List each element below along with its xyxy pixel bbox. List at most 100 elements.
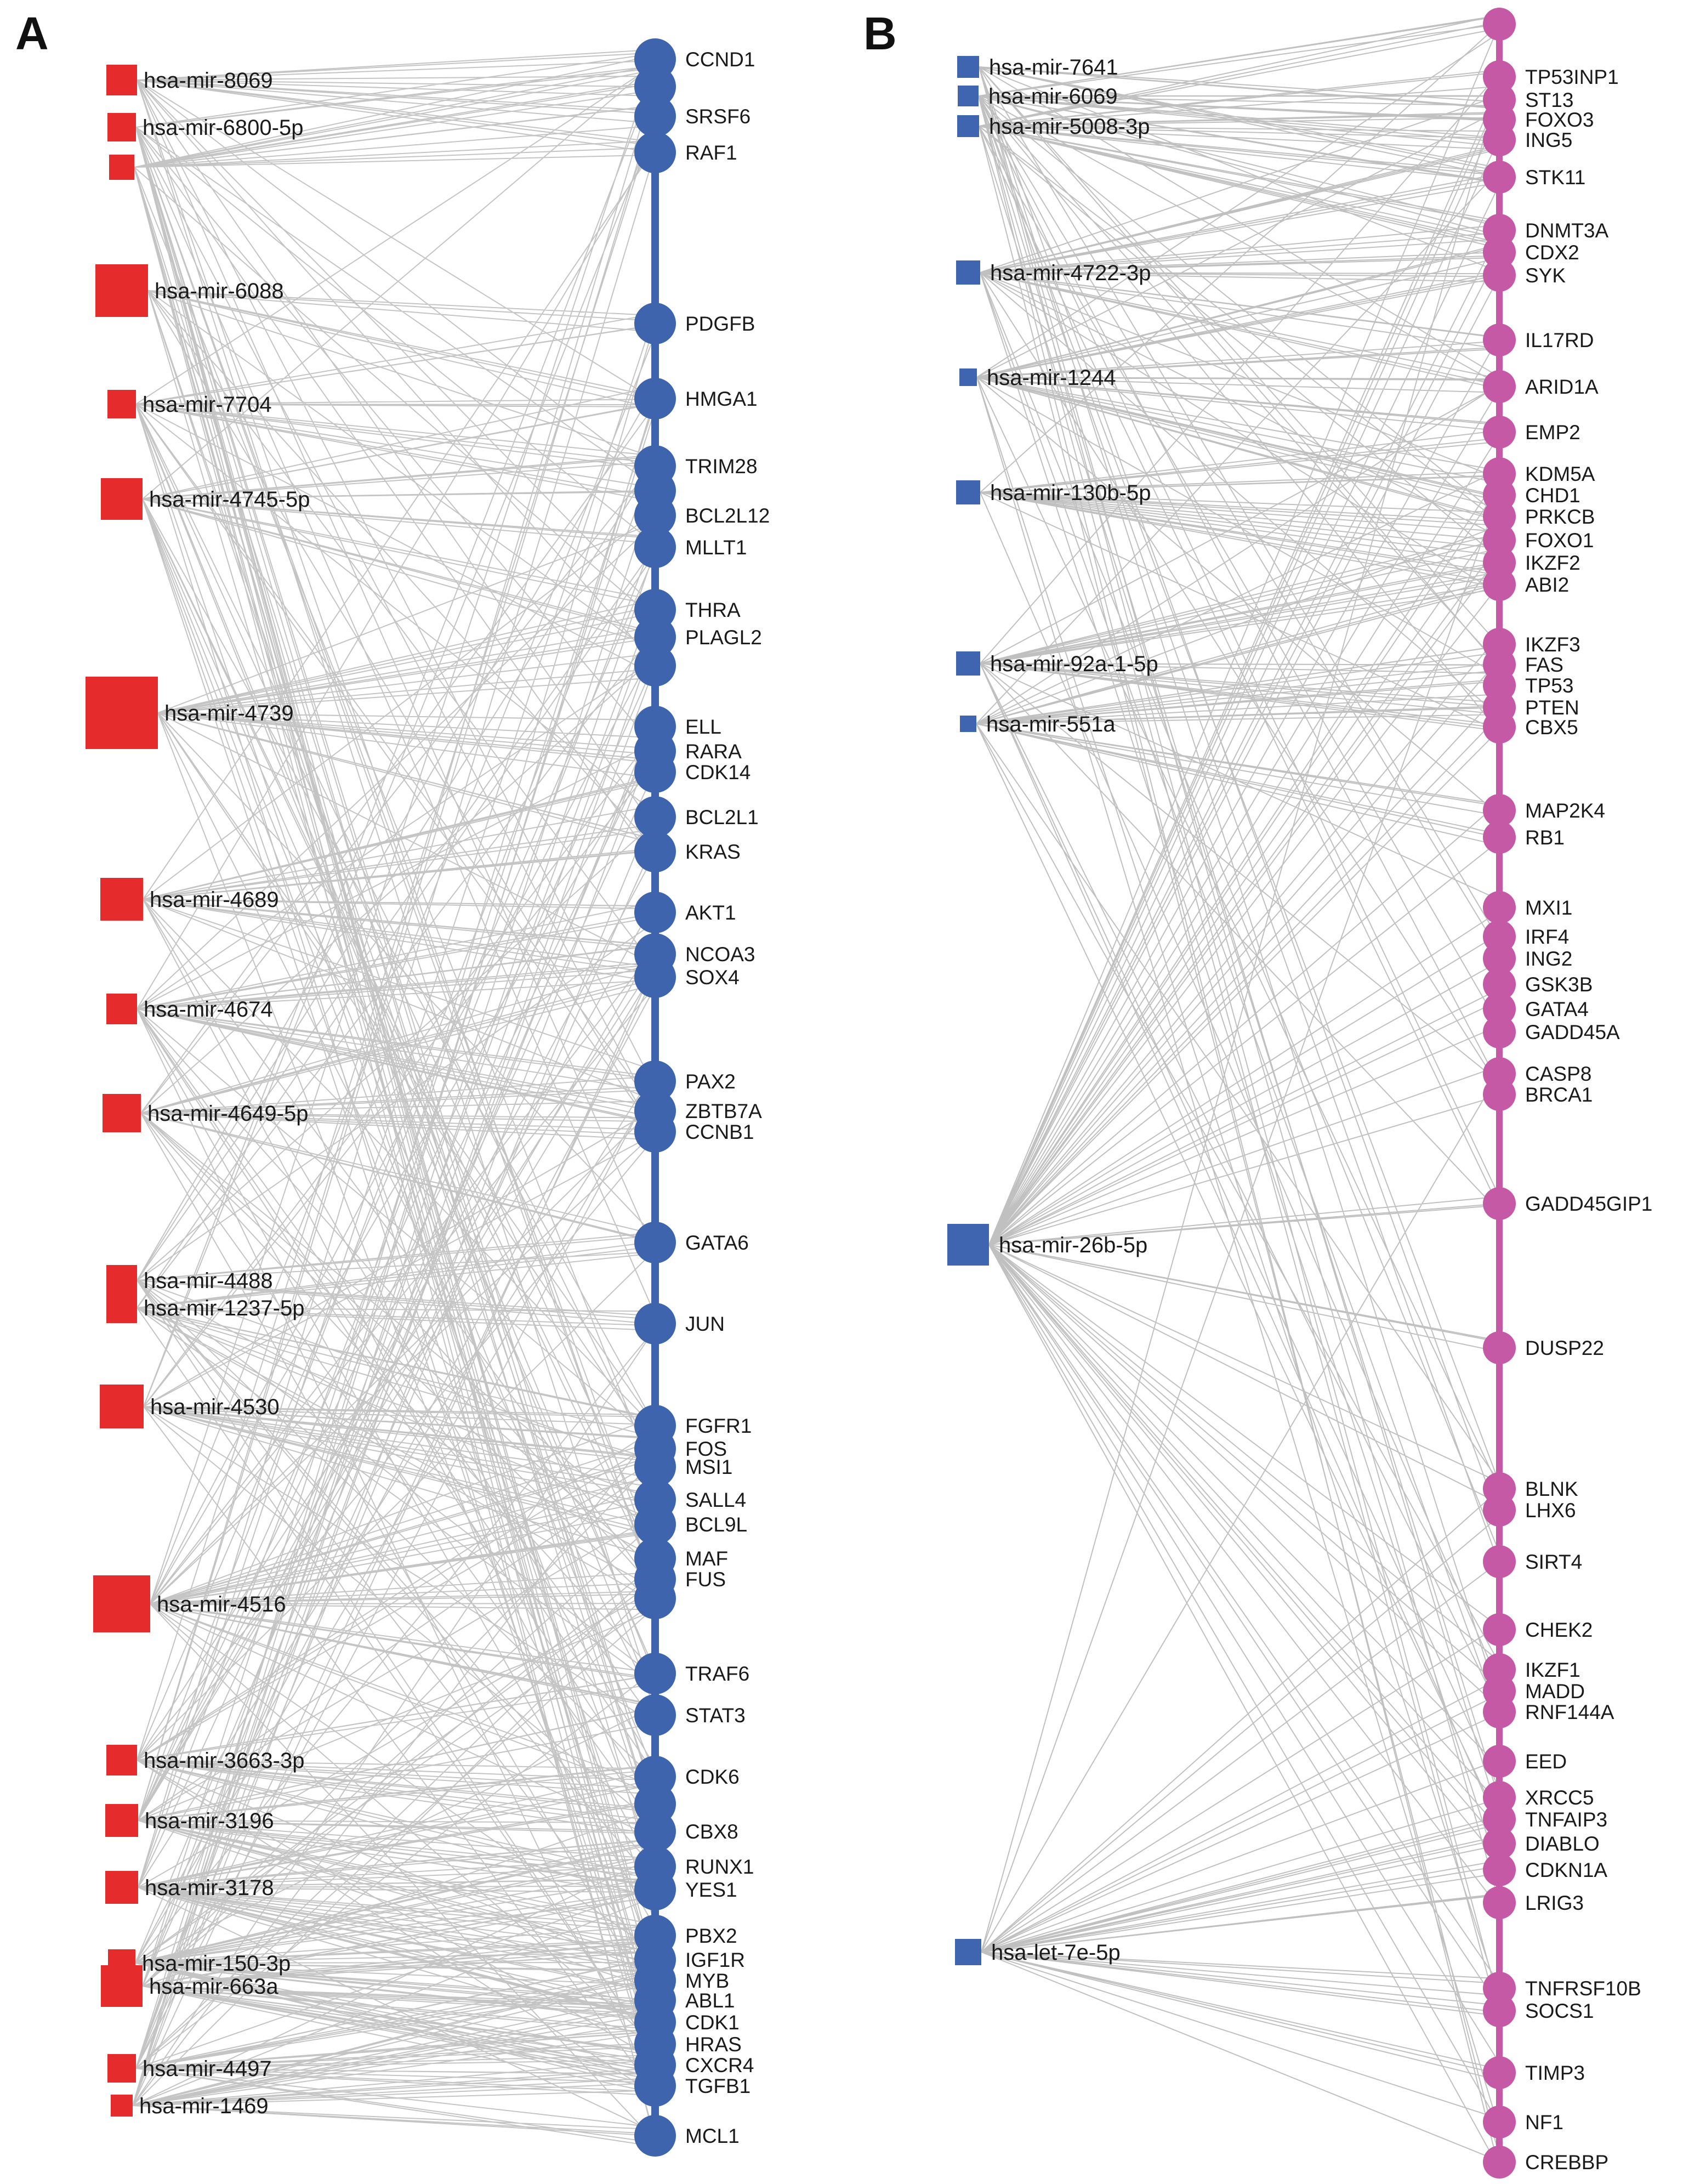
mirna-node-hsa-mir-4722-3p[interactable]: [956, 260, 980, 285]
gene-node-hmga1[interactable]: [634, 378, 676, 419]
gene-node-jun[interactable]: [634, 1303, 676, 1345]
gene-label-rb1: RB1: [1525, 826, 1565, 849]
gene-node-msi1[interactable]: [634, 1446, 676, 1488]
mirna-node-hsa-mir-4745-5p[interactable]: [101, 478, 143, 520]
gene-node-brca1[interactable]: [1483, 1078, 1516, 1111]
gene-node[interactable]: [634, 1578, 676, 1619]
mirna-node-hsa-mir-4649-5p[interactable]: [103, 1094, 141, 1132]
mirna-node-hsa-mir-4530[interactable]: [100, 1385, 144, 1428]
gene-node-cdkn1a[interactable]: [1483, 1853, 1516, 1886]
gene-node-mllt1[interactable]: [634, 526, 676, 568]
gene-node-ccnb1[interactable]: [634, 1111, 676, 1153]
gene-node-akt1[interactable]: [634, 892, 676, 933]
gene-node-il17rd[interactable]: [1483, 324, 1516, 356]
gene-node-raf1[interactable]: [634, 132, 676, 173]
gene-node-cbx8[interactable]: [634, 1811, 676, 1852]
gene-node-cbx5[interactable]: [1483, 711, 1516, 744]
gene-node-lrig3[interactable]: [1483, 1886, 1516, 1919]
mirna-node-hsa-mir-26b-5p[interactable]: [947, 1224, 989, 1266]
mirna-node-hsa-mir-6800-5p[interactable]: [107, 113, 136, 141]
gene-node-kras[interactable]: [634, 831, 676, 872]
gene-node-tnfrsf10b[interactable]: [1483, 1972, 1516, 2005]
gene-node-socs1[interactable]: [1483, 1994, 1516, 2027]
gene-label-lhx6: LHX6: [1525, 1499, 1576, 1522]
mirna-node-hsa-mir-4497[interactable]: [107, 2054, 136, 2083]
gene-node-foxo1[interactable]: [1483, 524, 1516, 557]
gene-node-ing5[interactable]: [1483, 123, 1516, 156]
mirna-node-hsa-mir-4689[interactable]: [100, 878, 143, 921]
mirna-node-hsa-mir-6069[interactable]: [958, 86, 979, 106]
mirna-node-hsa-mir-3178[interactable]: [105, 1871, 138, 1904]
gene-node-gadd45gip1[interactable]: [1483, 1187, 1516, 1220]
gene-node-chek2[interactable]: [1483, 1613, 1516, 1646]
gene-node-traf6[interactable]: [634, 1653, 676, 1694]
mirna-node-hsa-let-7e-5p[interactable]: [955, 1939, 981, 1965]
gene-node-gata6[interactable]: [634, 1222, 676, 1263]
gene-node[interactable]: [1483, 8, 1516, 41]
gene-node-stat3[interactable]: [634, 1694, 676, 1736]
gene-node-rb1[interactable]: [1483, 821, 1516, 854]
gene-node-diablo[interactable]: [1483, 1827, 1516, 1860]
gene-node-plagl2[interactable]: [634, 616, 676, 658]
gene-node-bcl9l[interactable]: [634, 1504, 676, 1545]
gene-node[interactable]: [634, 645, 676, 687]
mirna-node-hsa-mir-7704[interactable]: [107, 390, 136, 418]
mirna-node-hsa-mir-1244[interactable]: [959, 368, 977, 386]
mirna-node-hsa-mir[interactable]: [109, 155, 134, 180]
gene-node-stk11[interactable]: [1483, 161, 1516, 194]
gene-node-timp3[interactable]: [1483, 2056, 1516, 2089]
mirna-node-hsa-mir-5008-3p[interactable]: [957, 115, 979, 137]
gene-node-pax2[interactable]: [634, 1060, 676, 1102]
mirna-node-hsa-mir-7641[interactable]: [957, 56, 979, 78]
gene-node-nf1[interactable]: [1483, 2106, 1516, 2138]
gene-node-tp53inp1[interactable]: [1483, 60, 1516, 93]
gene-label-ccnd1: CCND1: [685, 48, 755, 71]
gene-node-emp2[interactable]: [1483, 416, 1516, 449]
gene-node-dusp22[interactable]: [1483, 1331, 1516, 1364]
gene-node-gsk3b[interactable]: [1483, 968, 1516, 1001]
gene-node[interactable]: [634, 66, 676, 107]
mirna-node-hsa-mir-1469[interactable]: [111, 2095, 133, 2117]
gene-node-bcl2l1[interactable]: [634, 796, 676, 838]
gene-node-crebbp[interactable]: [1483, 2146, 1516, 2179]
gene-node-sirt4[interactable]: [1483, 1545, 1516, 1578]
gene-label-arid1a: ARID1A: [1525, 376, 1599, 398]
gene-node-prkcb[interactable]: [1483, 500, 1516, 533]
gene-node-cdx2[interactable]: [1483, 236, 1516, 269]
mirna-node-hsa-mir-3663-3p[interactable]: [106, 1745, 137, 1775]
gene-node-srsf6[interactable]: [634, 95, 676, 137]
gene-node-rnf144a[interactable]: [1483, 1695, 1516, 1728]
gene-node-tgfb1[interactable]: [634, 2065, 676, 2107]
gene-node-pdgfb[interactable]: [634, 303, 676, 344]
mirna-node-hsa-mir-663a[interactable]: [101, 1965, 143, 2007]
gene-node-sox4[interactable]: [634, 956, 676, 998]
gene-node-bcl2l12[interactable]: [634, 495, 676, 536]
gene-node-tnfaip3[interactable]: [1483, 1803, 1516, 1836]
gene-node-gadd45a[interactable]: [1483, 1016, 1516, 1048]
mirna-node-hsa-mir-4488[interactable]: [106, 1265, 137, 1296]
mirna-node-hsa-mir-1237-5p[interactable]: [106, 1292, 137, 1323]
mirna-node-hsa-mir-6088[interactable]: [95, 264, 148, 317]
gene-node-eed[interactable]: [1483, 1745, 1516, 1778]
gene-node-cdk14[interactable]: [634, 751, 676, 793]
mirna-node-hsa-mir-130b-5p[interactable]: [956, 480, 980, 504]
mirna-node-hsa-mir-92a-1-5p[interactable]: [956, 651, 980, 676]
gene-label-cdx2: CDX2: [1525, 241, 1579, 264]
gene-node-arid1a[interactable]: [1483, 370, 1516, 403]
gene-label-pax2: PAX2: [685, 1070, 736, 1093]
mirna-node-hsa-mir-8069[interactable]: [106, 65, 137, 95]
mirna-node-hsa-mir-3196[interactable]: [105, 1804, 138, 1837]
gene-node-lhx6[interactable]: [1483, 1494, 1516, 1527]
mirna-node-hsa-mir-4516[interactable]: [93, 1575, 150, 1632]
gene-node-map2k4[interactable]: [1483, 794, 1516, 827]
gene-node-mxi1[interactable]: [1483, 891, 1516, 924]
mirna-node-hsa-mir-4674[interactable]: [106, 994, 137, 1024]
gene-node-abi2[interactable]: [1483, 568, 1516, 601]
gene-node-mcl1[interactable]: [634, 2115, 676, 2157]
gene-node-yes1[interactable]: [634, 1869, 676, 1910]
gene-node-syk[interactable]: [1483, 259, 1516, 292]
mirna-node-hsa-mir-4739[interactable]: [86, 677, 158, 749]
mirna-node-hsa-mir-551a[interactable]: [960, 716, 976, 732]
gene-node-ing2[interactable]: [1483, 942, 1516, 975]
gene-node-gata4[interactable]: [1483, 992, 1516, 1025]
